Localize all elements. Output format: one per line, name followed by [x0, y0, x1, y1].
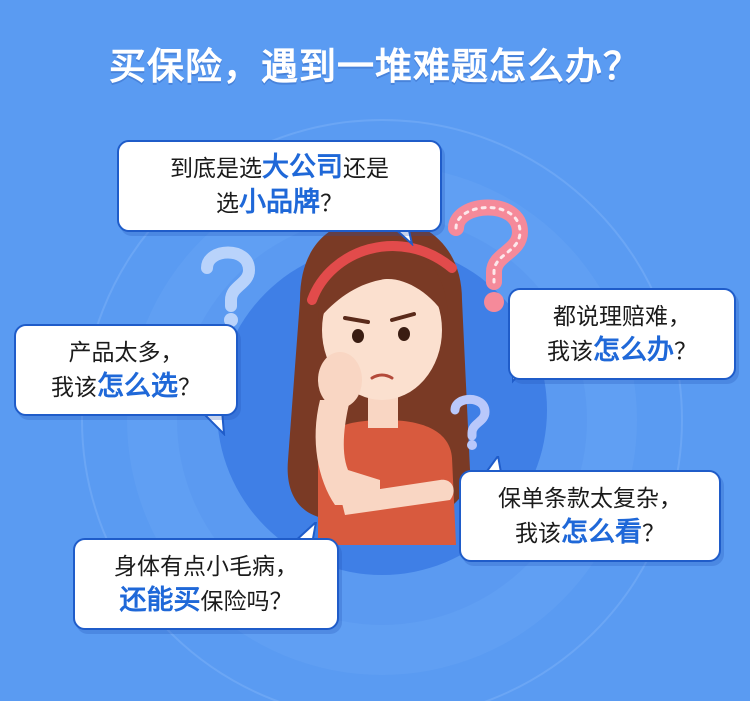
speech-bubble-company: 到底是选大公司还是 选小品牌？ — [117, 140, 442, 232]
bubble-text: 选 — [216, 191, 239, 217]
bubble-text: 都说理赔难， — [553, 303, 691, 330]
bubble-emphasis: 还能买 — [119, 584, 201, 616]
bubble-text: 我该 — [547, 338, 593, 365]
question-mark-icon — [450, 394, 490, 450]
speech-bubble-health: 身体有点小毛病， 还能买保险吗？ — [73, 538, 339, 630]
bubble-text: ？ — [320, 191, 343, 217]
page-title: 买保险，遇到一堆难题怎么办？ — [109, 45, 641, 88]
bubble-text: ？ — [642, 520, 665, 547]
bubble-text: 我该 — [51, 374, 97, 401]
bubble-text: 到底是选 — [170, 156, 262, 182]
speech-bubble-terms: 保单条款太复杂， 我该怎么看？ — [459, 470, 721, 562]
bubble-text: ？ — [674, 338, 697, 365]
question-mark-icon — [448, 199, 529, 312]
bubble-emphasis: 怎么选 — [97, 370, 178, 402]
bubble-text: 身体有点小毛病， — [114, 553, 298, 580]
bubble-line: 我该怎么选？ — [51, 370, 201, 405]
bubble-text: 还是 — [343, 156, 389, 182]
bubble-emphasis: 怎么看 — [561, 516, 642, 548]
bubble-line: 到底是选大公司还是 — [170, 151, 389, 186]
speech-bubble-choice: 产品太多， 我该怎么选？ — [14, 324, 238, 416]
bubble-line: 我该怎么看？ — [515, 516, 665, 551]
bubble-line: 还能买保险吗？ — [120, 584, 293, 619]
bubble-line: 我该怎么办？ — [547, 334, 697, 369]
bubble-text: 我该 — [515, 520, 561, 547]
bubble-text: 保险吗？ — [200, 588, 293, 615]
question-mark-icon — [201, 246, 256, 327]
bubble-emphasis: 怎么办 — [593, 334, 674, 366]
speech-bubble-claim: 都说理赔难， 我该怎么办？ — [508, 288, 736, 380]
bubble-text: 产品太多， — [68, 339, 184, 366]
bubble-emphasis: 小品牌 — [239, 187, 320, 218]
bubble-line: 选小品牌？ — [216, 186, 343, 221]
bubble-text: 保单条款太复杂， — [498, 485, 682, 512]
bubble-emphasis: 大公司 — [262, 152, 343, 183]
bubble-text: ？ — [178, 374, 201, 401]
speech-bubble-tail — [200, 410, 226, 436]
